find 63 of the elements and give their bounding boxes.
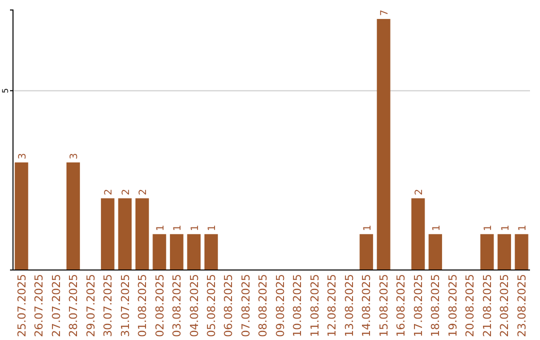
- x-tick-label: 31.07.2025: [118, 274, 132, 337]
- x-tick-label: 16.08.2025: [394, 274, 408, 337]
- bar: [170, 234, 184, 270]
- x-tick-label: 01.08.2025: [136, 274, 150, 337]
- x-tick-label: 12.08.2025: [326, 274, 339, 337]
- x-tick-label: 30.07.2025: [102, 274, 115, 337]
- bar: [100, 198, 114, 270]
- bar: [66, 162, 80, 270]
- x-tick-label: 20.08.2025: [464, 274, 477, 337]
- data-label: 2: [104, 188, 115, 196]
- bar: [152, 234, 166, 270]
- x-tick-label: 04.08.2025: [188, 274, 201, 337]
- x-tick-label: 18.08.2025: [429, 274, 442, 337]
- data-label: 3: [69, 153, 80, 160]
- bar: [360, 234, 374, 270]
- data-label: 1: [431, 224, 442, 232]
- data-label: 1: [190, 224, 201, 232]
- bar: [428, 234, 442, 270]
- y-tick-label: 5: [1, 88, 10, 94]
- x-tick-label: 03.08.2025: [170, 274, 184, 337]
- x-tick-label: 22.08.2025: [498, 274, 512, 337]
- bar: [376, 18, 390, 270]
- x-tick-label: 15.08.2025: [377, 274, 390, 337]
- data-label: 1: [518, 224, 529, 232]
- x-tick-label: 13.08.2025: [342, 274, 356, 337]
- x-tick-label: 14.08.2025: [360, 274, 374, 337]
- x-tick-label: 28.07.2025: [67, 274, 80, 337]
- data-label: 1: [172, 224, 184, 232]
- x-tick-label: 02.08.2025: [153, 274, 166, 337]
- data-label: 2: [138, 188, 150, 196]
- bar: [135, 198, 149, 270]
- x-tick-label: 17.08.2025: [412, 274, 425, 337]
- bar: [514, 234, 528, 270]
- data-label: 1: [207, 224, 218, 232]
- x-tick-label: 23.08.2025: [515, 274, 528, 337]
- bar: [204, 234, 218, 270]
- data-label: 1: [362, 224, 374, 232]
- bar: [118, 198, 132, 270]
- x-tick-label: 21.08.2025: [480, 274, 494, 337]
- bar: [498, 234, 512, 270]
- data-label: 1: [483, 224, 494, 232]
- data-label: 1: [155, 224, 166, 232]
- x-tick-label: 08.08.2025: [256, 274, 270, 337]
- x-tick-label: 10.08.2025: [291, 274, 304, 337]
- x-tick-label: 09.08.2025: [274, 274, 287, 337]
- bar: [411, 198, 425, 270]
- x-tick-label: 05.08.2025: [204, 274, 218, 337]
- bar: [480, 234, 494, 270]
- data-label: 2: [120, 188, 132, 196]
- data-label: 2: [414, 188, 426, 196]
- x-tick-label: 11.08.2025: [308, 274, 322, 337]
- x-tick-label: 27.07.2025: [50, 274, 63, 337]
- bar: [14, 162, 28, 270]
- data-label: 1: [500, 224, 512, 232]
- bar: [187, 234, 201, 270]
- x-tick-label: 19.08.2025: [446, 274, 460, 337]
- x-tick-label: 07.08.2025: [239, 274, 252, 337]
- x-tick-label: 25.07.2025: [15, 274, 28, 337]
- x-tick-label: 26.07.2025: [32, 274, 46, 337]
- x-tick-label: 29.07.2025: [84, 274, 98, 337]
- data-label: 3: [17, 153, 28, 160]
- x-tick-label: 06.08.2025: [222, 274, 236, 337]
- data-label: 7: [380, 10, 391, 16]
